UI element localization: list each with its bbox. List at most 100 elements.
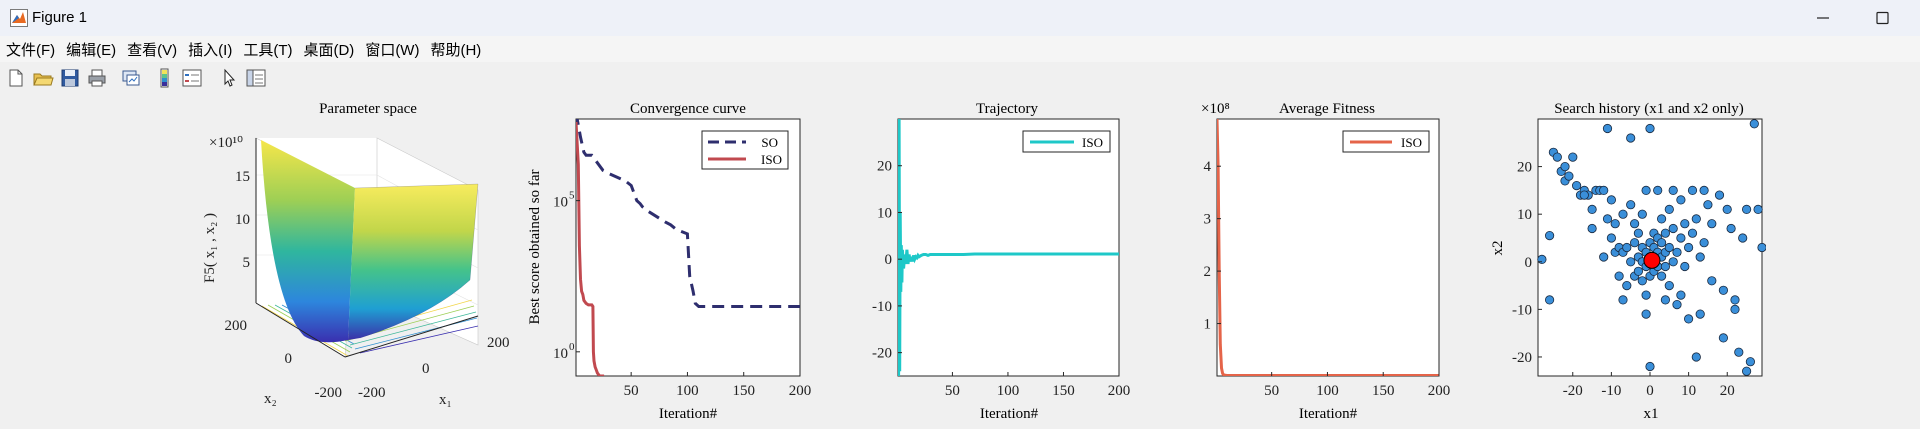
minimize-button[interactable] — [1800, 4, 1846, 32]
search-point — [1742, 204, 1752, 214]
menu-file[interactable]: 文件(F) — [6, 42, 56, 59]
search-point — [1749, 119, 1759, 129]
search-point — [1537, 254, 1547, 264]
y-tick-label: -20 — [1512, 350, 1532, 366]
y-tick-label: 10 — [553, 195, 568, 211]
trajectory-axes — [897, 118, 1120, 377]
surface-right-wall — [348, 184, 478, 340]
y-tick-label: 10 — [553, 346, 568, 362]
search-point — [1757, 242, 1766, 253]
surface-left-wall — [261, 140, 355, 343]
search-history-points — [1537, 119, 1766, 376]
y-tick-label: 10 — [877, 205, 892, 221]
search-history-title: Search history (x1 and x2 only) — [1554, 101, 1744, 117]
menu-desktop[interactable]: 桌面(D) — [303, 42, 355, 59]
edit-plot-pointer-icon[interactable] — [218, 67, 240, 89]
y-tick-exponent: 0 — [569, 341, 575, 353]
y-exponent-label: ×10⁸ — [1201, 101, 1230, 117]
search-point — [1630, 238, 1640, 248]
y-tick-label: -10 — [1512, 302, 1532, 318]
maximize-button[interactable] — [1860, 4, 1906, 32]
legend-iso-label: ISO — [1082, 135, 1103, 150]
x-tick-label: 200 — [789, 383, 812, 399]
search-point — [1579, 190, 1589, 200]
convergence-series — [576, 119, 800, 376]
trajectory-legend: ISO — [1022, 130, 1111, 153]
search-point — [1680, 261, 1690, 272]
legend-iso-label: ISO — [761, 152, 782, 167]
x-tick-label: 150 — [1372, 383, 1395, 399]
search-point — [1622, 242, 1632, 253]
y-tick-label: 20 — [877, 159, 892, 175]
x-tick-label: 100 — [997, 383, 1020, 399]
link-plot-icon[interactable] — [120, 67, 142, 89]
search-point — [1614, 271, 1624, 281]
y-tick-label: 0 — [885, 252, 893, 268]
search-point — [1684, 314, 1694, 324]
insert-legend-icon[interactable] — [181, 67, 203, 89]
x-tick-label: 50 — [624, 383, 639, 399]
average-fitness-axes — [1216, 118, 1440, 377]
search-point — [1552, 152, 1562, 162]
x-tick-label: 50 — [1264, 383, 1279, 399]
y-tick-label: 0 — [1525, 255, 1533, 271]
x-tick-label: -10 — [1601, 383, 1621, 399]
search-point — [1633, 228, 1644, 238]
search-point — [1618, 209, 1628, 219]
y-axis-title: x₂ — [264, 391, 277, 407]
x-tick-label: 10 — [1681, 383, 1696, 399]
save-icon[interactable] — [59, 67, 81, 89]
search-point — [1626, 200, 1636, 210]
parameter-space-title: Parameter space — [319, 101, 417, 117]
menu-insert[interactable]: 插入(I) — [188, 42, 233, 59]
menu-help[interactable]: 帮助(H) — [430, 42, 482, 59]
x-tick-label: 100 — [676, 383, 699, 399]
search-point — [1622, 280, 1632, 291]
search-point — [1602, 214, 1613, 224]
average-fitness-legend: ISO — [1342, 130, 1430, 153]
search-point — [1545, 295, 1555, 305]
search-point — [1668, 185, 1678, 195]
x-tick-label: 150 — [1052, 383, 1075, 399]
search-point — [1753, 204, 1763, 214]
search-point — [1734, 347, 1744, 357]
open-file-icon[interactable] — [32, 67, 54, 89]
menu-tools[interactable]: 工具(T) — [243, 42, 293, 59]
menu-bar: 文件(F) 编辑(E) 查看(V) 插入(I) 工具(T) 桌面(D) 窗口(W) 帮助(H) — [0, 36, 1920, 63]
search-history-ylabel: x2 — [1490, 241, 1506, 256]
search-point — [1645, 361, 1655, 372]
average-fitness-xlabel: Iteration# — [1299, 406, 1358, 422]
x-tick-label: 150 — [732, 383, 755, 399]
menu-view[interactable]: 查看(V) — [127, 42, 178, 59]
search-point — [1718, 333, 1729, 343]
search-point — [1745, 357, 1756, 367]
search-point — [1618, 295, 1628, 305]
x-axis-line — [344, 315, 479, 358]
x-tick-label: 200 — [1428, 383, 1451, 399]
search-point — [1738, 233, 1748, 243]
search-history-plot: Search history (x1 and x2 only) -20 -10 0 1… — [1490, 101, 1766, 422]
print-icon[interactable] — [86, 67, 108, 89]
menu-edit[interactable]: 编辑(E) — [66, 42, 117, 59]
series-iso-line — [576, 121, 605, 376]
x-tick-label: 0 — [1646, 383, 1654, 399]
search-point — [1560, 162, 1570, 172]
search-point — [1699, 185, 1709, 195]
y-tick-label: -200 — [315, 385, 343, 401]
y-tick-label: 4 — [1204, 159, 1212, 175]
search-point — [1707, 276, 1717, 286]
search-point — [1668, 223, 1678, 234]
y-tick-label: 0 — [285, 351, 293, 367]
search-point — [1641, 185, 1651, 195]
y-tick-label: 20 — [1517, 160, 1532, 176]
search-point — [1742, 366, 1752, 376]
search-point — [1687, 228, 1698, 238]
menu-window[interactable]: 窗口(W) — [365, 42, 420, 59]
new-figure-icon[interactable] — [5, 67, 27, 89]
figure-area: Parameter space ×10¹⁰ 15 10 — [0, 94, 1920, 424]
matlab-figure-icon — [10, 9, 28, 27]
property-editor-icon[interactable] — [245, 67, 267, 89]
insert-colorbar-icon[interactable] — [154, 67, 176, 89]
